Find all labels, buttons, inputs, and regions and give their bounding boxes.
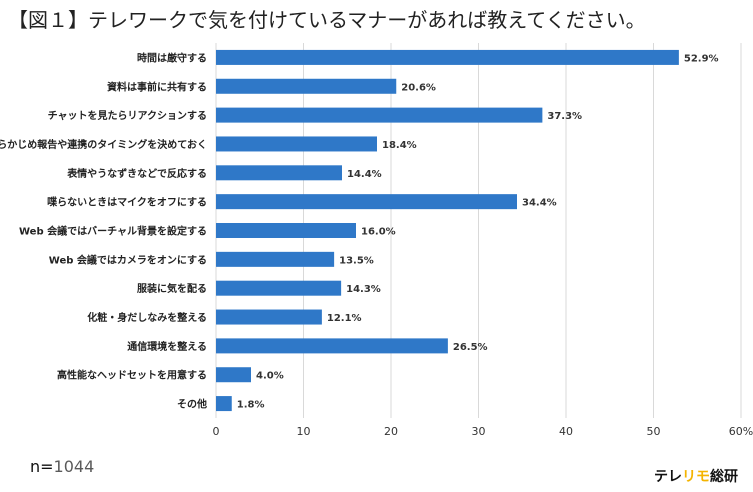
brand-logo: テレリモ総研 (654, 466, 738, 486)
bar (216, 78, 397, 94)
chart-title: 【図１】テレワークで気を付けているマナーがあれば教えてください。 (8, 8, 646, 32)
value-label: 4.0% (256, 371, 284, 382)
category-label: 化粧・身だしなみを整える (87, 311, 207, 324)
sample-size-prefix: n= (30, 457, 54, 476)
category-label: 通信環境を整える (127, 340, 207, 353)
x-tick-label: 30 (472, 425, 486, 438)
x-tick-label: 0 (213, 425, 220, 438)
bar (216, 338, 448, 354)
category-label: 高性能なヘッドセットを用意する (57, 369, 207, 382)
bar-chart: 時間は厳守する資料は事前に共有するチャットを見たらリアクションするあらかじめ報告… (0, 43, 753, 438)
sample-size-value: 1044 (53, 457, 95, 476)
grid-lines (215, 43, 742, 418)
category-label: Web 会議ではカメラをオンにする (49, 253, 207, 266)
value-label: 13.5% (339, 255, 374, 266)
x-tick-label: 60% (729, 425, 753, 438)
value-label: 14.4% (347, 169, 382, 180)
value-label: 1.8% (237, 400, 265, 411)
value-label: 26.5% (453, 342, 488, 353)
x-tick-label: 50 (647, 425, 661, 438)
bar (216, 280, 342, 296)
value-labels: 52.9% 20.6% 37.3% 18.4% 14.4% 34.4% 16.0% 13.5%… (237, 53, 719, 410)
bar (216, 367, 251, 383)
value-label: 20.6% (401, 82, 436, 93)
bar (216, 49, 679, 65)
category-label: あらかじめ報告や連携のタイミングを決めておく (0, 138, 207, 151)
bar (216, 194, 517, 210)
value-label: 52.9% (684, 53, 719, 64)
x-tick-label: 20 (384, 425, 398, 438)
category-label: 喋らないときはマイクをオフにする (47, 196, 207, 209)
brand-part-2: リモ (682, 469, 710, 485)
category-label: 時間は厳守する (137, 51, 207, 64)
value-label: 16.0% (361, 227, 396, 238)
category-label: Web 会議ではバーチャル背景を設定する (19, 225, 207, 238)
x-tick-label: 10 (297, 425, 311, 438)
bar (216, 396, 232, 412)
x-axis-ticks: 0 10 20 30 40 50 60% (213, 425, 753, 438)
value-label: 37.3% (547, 111, 582, 122)
bars (216, 49, 679, 412)
bar (216, 309, 322, 325)
bar (216, 107, 543, 123)
category-label: 資料は事前に共有する (107, 80, 207, 93)
brand-part-3: 総研 (710, 469, 738, 485)
category-labels: 時間は厳守する資料は事前に共有するチャットを見たらリアクションするあらかじめ報告… (0, 51, 207, 410)
category-label: その他 (177, 398, 207, 411)
category-label: 表情やうなずきなどで反応する (66, 167, 207, 180)
sample-size: n=1044 (30, 457, 94, 476)
category-label: チャットを見たらリアクションする (48, 110, 207, 122)
bar (216, 165, 342, 181)
category-label: 服装に気を配る (137, 282, 207, 295)
brand-part-1: テレ (654, 469, 682, 485)
x-tick-label: 40 (559, 425, 573, 438)
bar (216, 136, 377, 152)
value-label: 14.3% (346, 284, 381, 295)
bar (216, 223, 356, 238)
value-label: 34.4% (522, 198, 557, 209)
value-label: 18.4% (382, 140, 417, 151)
bar (216, 251, 335, 267)
value-label: 12.1% (327, 313, 362, 324)
